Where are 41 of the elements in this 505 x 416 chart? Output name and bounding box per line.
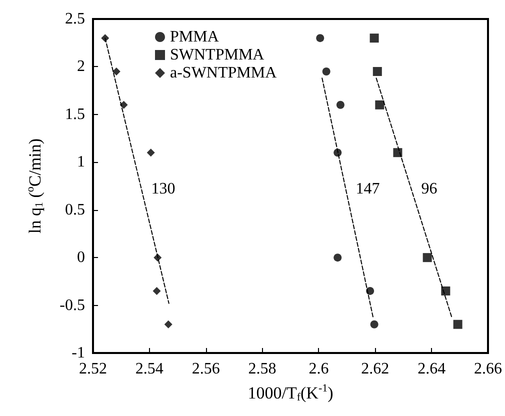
point (152, 286, 161, 295)
point (370, 34, 379, 43)
point (334, 254, 342, 262)
x-tick-label: 2.6 (308, 360, 329, 378)
y-tick-label: -1 (72, 344, 85, 362)
annotation: 147 (356, 180, 380, 198)
y-tick-label: -0.5 (60, 296, 85, 314)
point (112, 67, 120, 76)
y-tick-label: 2.5 (65, 10, 85, 28)
x-tick-label: 2.58 (248, 360, 276, 378)
y-tick-label: 2 (77, 58, 85, 76)
x-tick-label: 2.62 (361, 360, 390, 378)
y-tick-label: 1.5 (65, 106, 85, 123)
y-tick-label: 0 (77, 249, 85, 266)
point (375, 100, 384, 110)
point (164, 320, 172, 328)
annotation: 130 (151, 180, 176, 198)
point (453, 320, 462, 329)
y-tick-label: 0.5 (65, 201, 85, 218)
point (120, 100, 128, 109)
point (441, 286, 450, 296)
x-tick-label: 2.64 (418, 360, 446, 378)
x-tick-label: 2.66 (474, 360, 502, 378)
point (422, 253, 432, 262)
point (393, 148, 402, 158)
x-tick-label: 2.52 (79, 360, 107, 378)
point (322, 67, 330, 76)
point (372, 66, 382, 76)
point (336, 100, 344, 109)
y-tick-label: 1 (77, 154, 85, 171)
legend-label: PMMA (170, 28, 220, 46)
x-tick-label: 2.54 (135, 360, 164, 378)
point (146, 148, 155, 157)
y-axis-title: ln q1 (oC/min) (24, 138, 46, 234)
legend-label: SWNTPMMA (170, 46, 265, 64)
annotation: 96 (421, 180, 438, 198)
x-tick-label: 2.56 (192, 360, 220, 378)
point (366, 286, 374, 295)
legend-label: a-SWNTPMMA (170, 64, 278, 82)
point (370, 320, 378, 328)
point (316, 34, 324, 42)
